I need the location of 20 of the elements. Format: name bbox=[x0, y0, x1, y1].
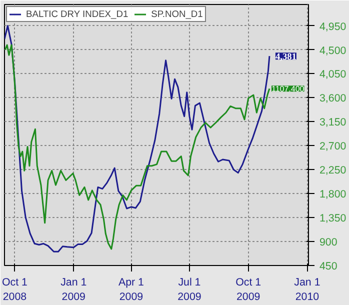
legend-label: SP.NON_D1 bbox=[151, 9, 203, 19]
x-tick-label: Jul 1 2009 bbox=[178, 276, 202, 303]
x-tick-label: Oct 1 2008 bbox=[2, 276, 28, 303]
x-tick-label: Oct 1 2009 bbox=[236, 276, 262, 303]
x-tick-label: Jan 1 2009 bbox=[60, 276, 87, 303]
legend-label: BALTIC DRY INDEX_D1 bbox=[26, 9, 128, 19]
y-tick-label: 2,700 bbox=[320, 140, 346, 153]
y-tick-label: 4,050 bbox=[320, 68, 346, 81]
x-tick-label: Jan 1 2010 bbox=[294, 276, 320, 303]
y-tick-label: 450 bbox=[320, 260, 338, 272]
y-tick-label: 4,500 bbox=[320, 44, 346, 57]
y-tick-label: 1,800 bbox=[320, 188, 346, 201]
y-tick-label: 4,950 bbox=[320, 20, 346, 33]
y-tick-label: 3,150 bbox=[320, 116, 346, 129]
y-tick-label: 2,250 bbox=[320, 164, 346, 177]
y-tick-label: 3,600 bbox=[320, 92, 346, 105]
annotation: 1107.400 bbox=[271, 84, 305, 94]
y-tick-label: 900 bbox=[320, 236, 338, 249]
y-tick-label: 1,350 bbox=[320, 212, 346, 225]
x-tick-label: Apr 1 2009 bbox=[118, 276, 144, 303]
